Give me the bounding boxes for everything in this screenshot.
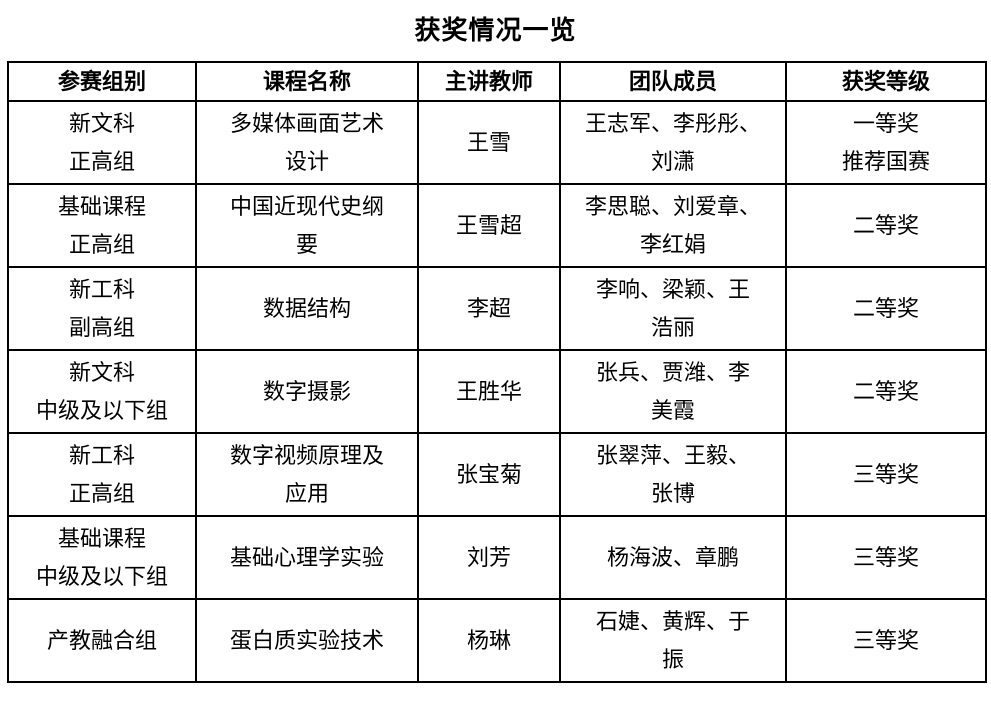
- table-row: 基础课程 正高组 中国近现代史纲 要 王雪超 李思聪、刘爱章、 李红娟 二等奖: [7, 183, 987, 268]
- cell-course: 蛋白质实验技术: [195, 598, 419, 683]
- cell-award: 一等奖 推荐国赛: [785, 100, 987, 185]
- column-header-members: 团队成员: [559, 61, 787, 102]
- cell-group: 新文科 正高组: [7, 100, 197, 185]
- cell-group: 新工科 副高组: [7, 266, 197, 351]
- cell-award: 三等奖: [785, 598, 987, 683]
- table-row: 新工科 正高组 数字视频原理及 应用 张宝菊 张翠萍、王毅、 张博 三等奖: [7, 432, 987, 517]
- cell-teacher: 张宝菊: [417, 432, 561, 517]
- cell-members: 李响、梁颖、王 浩丽: [559, 266, 787, 351]
- column-header-group: 参赛组别: [7, 61, 197, 102]
- cell-group: 新工科 正高组: [7, 432, 197, 517]
- cell-teacher: 王雪超: [417, 183, 561, 268]
- cell-group: 新文科 中级及以下组: [7, 349, 197, 434]
- cell-members: 张翠萍、王毅、 张博: [559, 432, 787, 517]
- column-header-course: 课程名称: [195, 61, 419, 102]
- table-row: 新文科 正高组 多媒体画面艺术 设计 王雪 王志军、李彤彤、 刘潇 一等奖 推荐…: [7, 100, 987, 185]
- cell-group: 基础课程 中级及以下组: [7, 515, 197, 600]
- header-row: 参赛组别 课程名称 主讲教师 团队成员 获奖等级: [7, 61, 987, 102]
- cell-teacher: 王雪: [417, 100, 561, 185]
- table-row: 新工科 副高组 数据结构 李超 李响、梁颖、王 浩丽 二等奖: [7, 266, 987, 351]
- cell-course: 数字摄影: [195, 349, 419, 434]
- cell-group: 产教融合组: [7, 598, 197, 683]
- cell-members: 李思聪、刘爱章、 李红娟: [559, 183, 787, 268]
- cell-course: 数据结构: [195, 266, 419, 351]
- cell-members: 石婕、黄辉、于 振: [559, 598, 787, 683]
- column-header-award: 获奖等级: [785, 61, 987, 102]
- cell-course: 中国近现代史纲 要: [195, 183, 419, 268]
- cell-award: 三等奖: [785, 432, 987, 517]
- cell-course: 基础心理学实验: [195, 515, 419, 600]
- cell-members: 王志军、李彤彤、 刘潇: [559, 100, 787, 185]
- table-row: 产教融合组 蛋白质实验技术 杨琳 石婕、黄辉、于 振 三等奖: [7, 598, 987, 683]
- award-table: 参赛组别 课程名称 主讲教师 团队成员 获奖等级 新文科 正高组 多媒体画面艺术…: [7, 61, 987, 683]
- page-title: 获奖情况一览: [414, 16, 577, 45]
- cell-teacher: 刘芳: [417, 515, 561, 600]
- cell-award: 二等奖: [785, 183, 987, 268]
- cell-teacher: 李超: [417, 266, 561, 351]
- cell-members: 张兵、贾潍、李 美霞: [559, 349, 787, 434]
- cell-award: 三等奖: [785, 515, 987, 600]
- cell-course: 数字视频原理及 应用: [195, 432, 419, 517]
- cell-course: 多媒体画面艺术 设计: [195, 100, 419, 185]
- column-header-teacher: 主讲教师: [417, 61, 561, 102]
- table-row: 基础课程 中级及以下组 基础心理学实验 刘芳 杨海波、章鹏 三等奖: [7, 515, 987, 600]
- cell-members: 杨海波、章鹏: [559, 515, 787, 600]
- cell-teacher: 杨琳: [417, 598, 561, 683]
- table-row: 新文科 中级及以下组 数字摄影 王胜华 张兵、贾潍、李 美霞 二等奖: [7, 349, 987, 434]
- cell-award: 二等奖: [785, 266, 987, 351]
- cell-award: 二等奖: [785, 349, 987, 434]
- cell-group: 基础课程 正高组: [7, 183, 197, 268]
- cell-teacher: 王胜华: [417, 349, 561, 434]
